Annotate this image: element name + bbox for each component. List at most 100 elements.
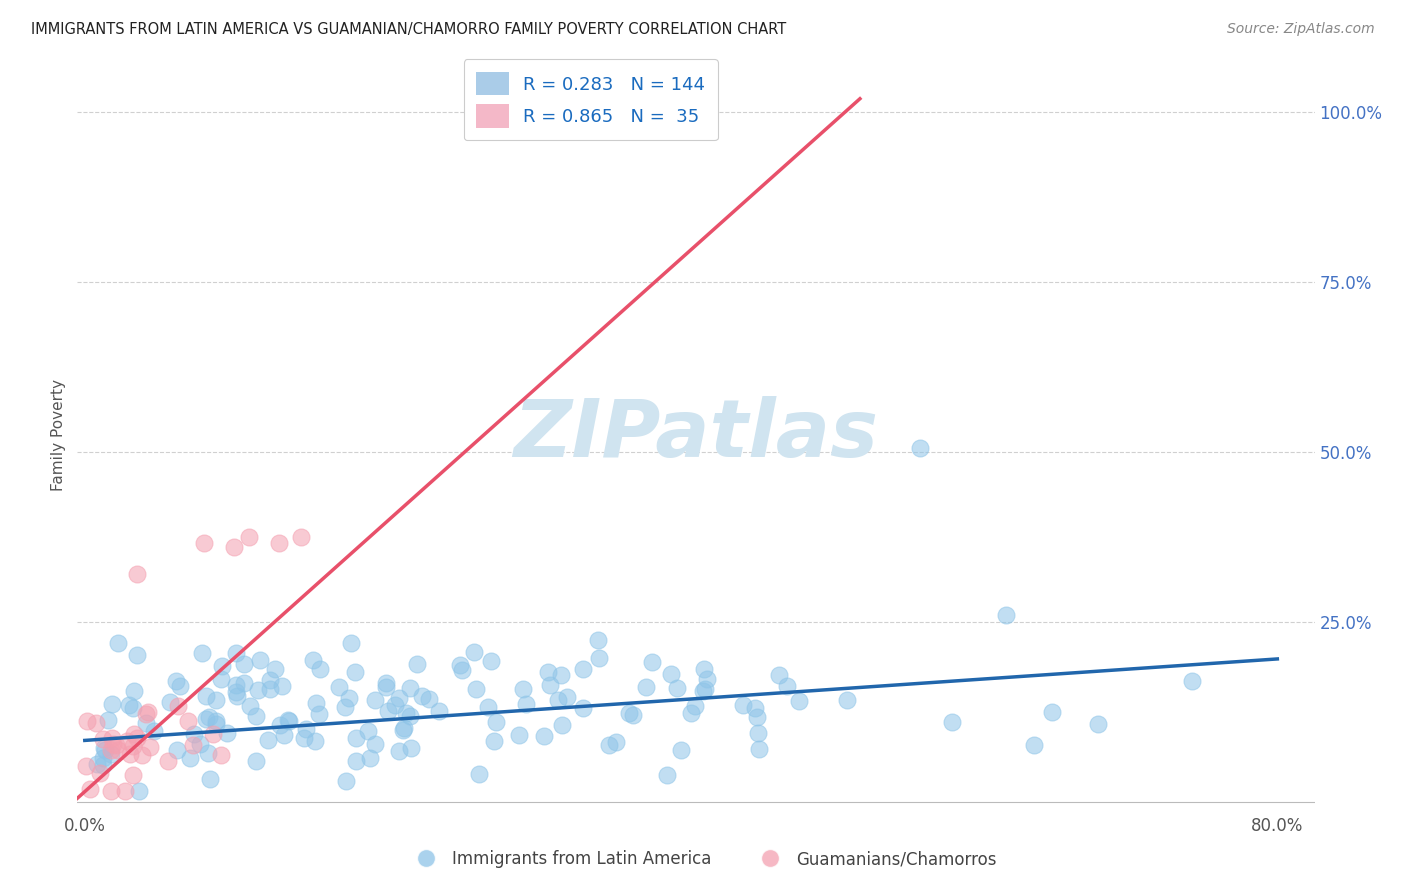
Point: [302, 653, 325, 667]
Point: [748, 742, 770, 756]
Point: [399, 708, 422, 723]
Point: [479, 654, 502, 668]
Point: [571, 701, 593, 715]
Point: [586, 633, 609, 648]
Point: [399, 681, 422, 696]
Point: [605, 735, 627, 749]
Point: [159, 695, 181, 709]
Point: [294, 722, 316, 736]
Point: [107, 742, 129, 756]
Point: [143, 723, 166, 738]
Point: [165, 673, 187, 688]
Point: [359, 751, 381, 765]
Point: [547, 693, 569, 707]
Point: [395, 706, 418, 720]
Point: [209, 747, 232, 762]
Point: [621, 707, 644, 722]
Point: [225, 646, 247, 660]
Point: [79, 782, 101, 797]
Point: [125, 567, 148, 582]
Point: [156, 755, 179, 769]
Point: [100, 747, 122, 761]
Point: [344, 754, 367, 768]
Point: [343, 665, 366, 680]
Point: [655, 768, 678, 782]
Point: [328, 681, 350, 695]
Point: [91, 732, 114, 747]
Point: [941, 715, 963, 730]
Point: [536, 665, 558, 680]
Text: IMMIGRANTS FROM LATIN AMERICA VS GUAMANIAN/CHAMORRO FAMILY POVERTY CORRELATION C: IMMIGRANTS FROM LATIN AMERICA VS GUAMANI…: [31, 22, 786, 37]
Point: [93, 743, 115, 757]
Point: [245, 755, 267, 769]
Point: [598, 739, 620, 753]
Point: [128, 784, 150, 798]
Point: [468, 766, 491, 780]
Point: [273, 728, 295, 742]
Point: [197, 710, 219, 724]
Point: [340, 636, 363, 650]
Point: [191, 646, 214, 660]
Point: [463, 645, 485, 659]
Point: [533, 729, 555, 743]
Text: Source: ZipAtlas.com: Source: ZipAtlas.com: [1227, 22, 1375, 37]
Point: [304, 734, 326, 748]
Point: [122, 727, 145, 741]
Point: [264, 662, 287, 676]
Point: [181, 738, 204, 752]
Point: [245, 709, 267, 723]
Point: [115, 734, 138, 748]
Point: [101, 737, 124, 751]
Point: [215, 726, 238, 740]
Point: [195, 712, 218, 726]
Point: [188, 737, 211, 751]
Point: [193, 536, 215, 550]
Point: [357, 724, 380, 739]
Point: [335, 773, 357, 788]
Point: [169, 679, 191, 693]
Point: [166, 743, 188, 757]
Legend: Immigrants from Latin America, Guamanians/Chamorros: Immigrants from Latin America, Guamanian…: [402, 844, 1004, 875]
Point: [405, 657, 427, 671]
Point: [226, 689, 249, 703]
Point: [197, 746, 219, 760]
Point: [465, 682, 488, 697]
Point: [747, 709, 769, 723]
Point: [451, 663, 474, 677]
Point: [837, 693, 859, 707]
Point: [411, 690, 433, 704]
Point: [135, 706, 157, 721]
Point: [167, 699, 190, 714]
Point: [270, 679, 292, 693]
Point: [225, 678, 247, 692]
Point: [482, 734, 505, 748]
Point: [86, 756, 108, 771]
Point: [91, 757, 114, 772]
Point: [391, 723, 413, 738]
Point: [776, 679, 799, 693]
Point: [1024, 739, 1046, 753]
Point: [259, 673, 281, 687]
Point: [201, 727, 224, 741]
Point: [477, 700, 499, 714]
Point: [388, 744, 411, 758]
Point: [333, 700, 356, 714]
Point: [249, 653, 271, 667]
Point: [205, 716, 228, 731]
Point: [588, 650, 610, 665]
Point: [789, 694, 811, 708]
Point: [290, 530, 312, 544]
Point: [135, 715, 157, 730]
Point: [309, 662, 332, 676]
Point: [256, 732, 278, 747]
Point: [277, 714, 299, 729]
Point: [138, 739, 160, 754]
Point: [551, 718, 574, 732]
Point: [269, 718, 291, 732]
Point: [100, 731, 122, 745]
Point: [344, 731, 367, 745]
Point: [225, 685, 247, 699]
Point: [377, 704, 399, 718]
Point: [1087, 716, 1109, 731]
Point: [233, 676, 256, 690]
